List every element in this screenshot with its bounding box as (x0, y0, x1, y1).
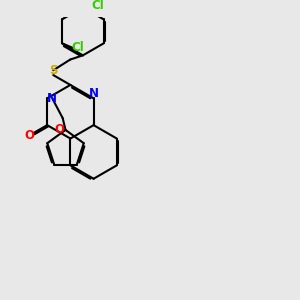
Text: N: N (47, 92, 57, 105)
Text: Cl: Cl (91, 0, 104, 13)
Text: Cl: Cl (72, 41, 85, 54)
Text: S: S (49, 64, 58, 77)
Text: N: N (88, 87, 99, 100)
Text: O: O (24, 129, 34, 142)
Text: O: O (55, 123, 65, 136)
